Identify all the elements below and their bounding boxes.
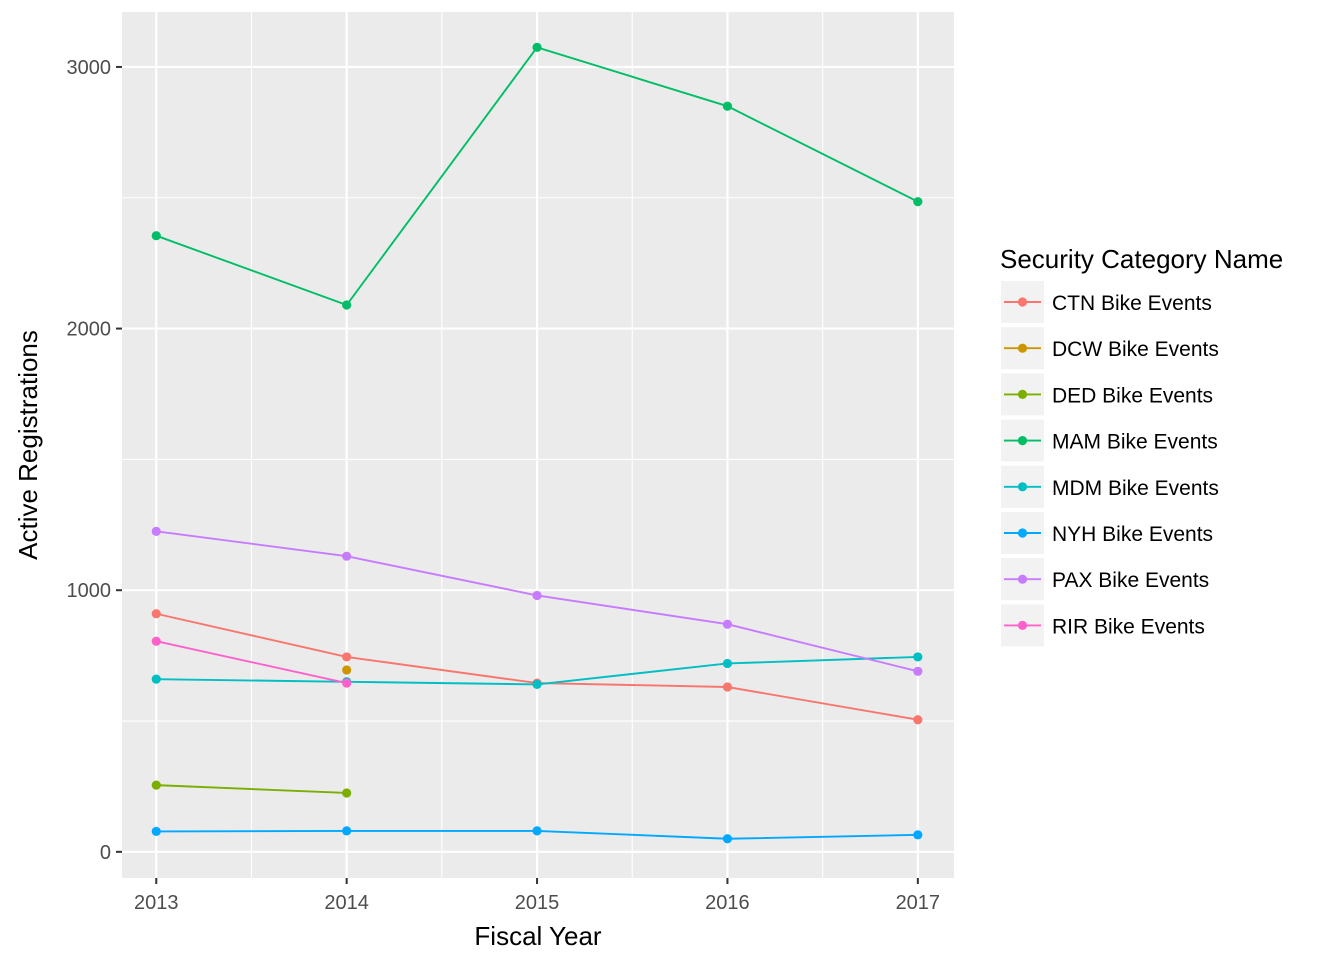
legend-title: Security Category Name — [1000, 244, 1283, 274]
legend-swatch-point — [1017, 389, 1028, 399]
x-tick-label: 2015 — [515, 892, 560, 914]
series-pax-bike-events — [151, 526, 923, 676]
data-point — [532, 679, 542, 689]
y-axis-title: Active Registrations — [13, 330, 43, 560]
grid-lines — [122, 12, 954, 878]
x-tick-label: 2013 — [134, 892, 179, 914]
legend-swatch-point — [1017, 620, 1028, 631]
data-point — [151, 826, 161, 837]
legend: Security Category Name CTN Bike Events DC… — [1000, 244, 1283, 647]
legend-label: RIR Bike Events — [1052, 615, 1205, 638]
data-point — [722, 658, 733, 669]
series-mam-bike-events — [151, 42, 923, 310]
data-point — [342, 652, 352, 662]
series-layer — [151, 42, 923, 844]
legend-swatch-point — [1017, 436, 1028, 446]
data-point — [342, 826, 352, 836]
legend-swatch-point — [1017, 297, 1028, 307]
data-point — [913, 666, 923, 676]
legend-item-dcw-bike-events: DCW Bike Events — [1001, 327, 1219, 370]
legend-item-mdm-bike-events: MDM Bike Events — [1001, 465, 1219, 508]
x-axis-title: Fiscal Year — [474, 921, 602, 951]
legend-item-rir-bike-events: RIR Bike Events — [1001, 604, 1205, 647]
legend-label: DCW Bike Events — [1052, 338, 1219, 361]
legend-swatch-point — [1017, 343, 1028, 353]
series-nyh-bike-events — [151, 826, 923, 844]
data-point — [151, 780, 161, 790]
legend-item-ded-bike-events: DED Bike Events — [1001, 373, 1213, 416]
data-point — [342, 551, 352, 561]
y-tick-label: 1000 — [67, 580, 112, 602]
data-point — [532, 590, 542, 601]
axis-ticks: 0 1000 2000 3000 2013 2014 2015 2016 2017 — [67, 57, 941, 914]
legend-swatch-point — [1017, 528, 1028, 538]
data-point — [151, 636, 161, 646]
data-point — [151, 526, 161, 536]
legend-label: MAM Bike Events — [1052, 431, 1218, 454]
y-tick-label: 3000 — [67, 57, 112, 79]
data-point — [532, 826, 542, 836]
series-rir-bike-events — [151, 636, 352, 688]
data-point — [342, 788, 352, 798]
x-tick-label: 2014 — [324, 892, 369, 914]
data-point — [913, 715, 923, 725]
data-point — [342, 678, 352, 688]
data-point — [151, 674, 161, 684]
legend-item-nyh-bike-events: NYH Bike Events — [1001, 512, 1213, 554]
series-line — [156, 640, 347, 685]
legend-item-ctn-bike-events: CTN Bike Events — [1001, 281, 1212, 323]
legend-label: CTN Bike Events — [1052, 292, 1212, 315]
series-line — [156, 784, 347, 794]
legend-label: PAX Bike Events — [1052, 569, 1209, 592]
data-point — [722, 834, 733, 844]
legend-label: DED Bike Events — [1052, 384, 1213, 407]
x-tick-label: 2017 — [896, 892, 941, 914]
legend-swatch-point — [1017, 574, 1028, 584]
legend-item-mam-bike-events: MAM Bike Events — [1001, 419, 1218, 462]
legend-swatch-point — [1017, 482, 1028, 492]
y-tick-label: 0 — [100, 842, 111, 864]
data-point — [722, 682, 733, 692]
series-dcw-bike-events — [342, 665, 352, 675]
data-point — [722, 101, 733, 111]
data-point — [342, 300, 352, 310]
data-point — [151, 231, 161, 241]
data-point — [913, 652, 923, 662]
data-point — [913, 830, 923, 840]
series-ded-bike-events — [151, 780, 352, 798]
legend-label: NYH Bike Events — [1052, 523, 1213, 546]
data-point — [151, 609, 161, 619]
data-point — [913, 197, 923, 207]
data-point — [532, 42, 542, 52]
data-point — [342, 665, 352, 675]
y-tick-label: 2000 — [67, 319, 112, 341]
legend-label: MDM Bike Events — [1052, 477, 1219, 500]
data-point — [722, 619, 733, 629]
legend-item-pax-bike-events: PAX Bike Events — [1001, 558, 1209, 601]
x-tick-label: 2016 — [705, 892, 750, 914]
